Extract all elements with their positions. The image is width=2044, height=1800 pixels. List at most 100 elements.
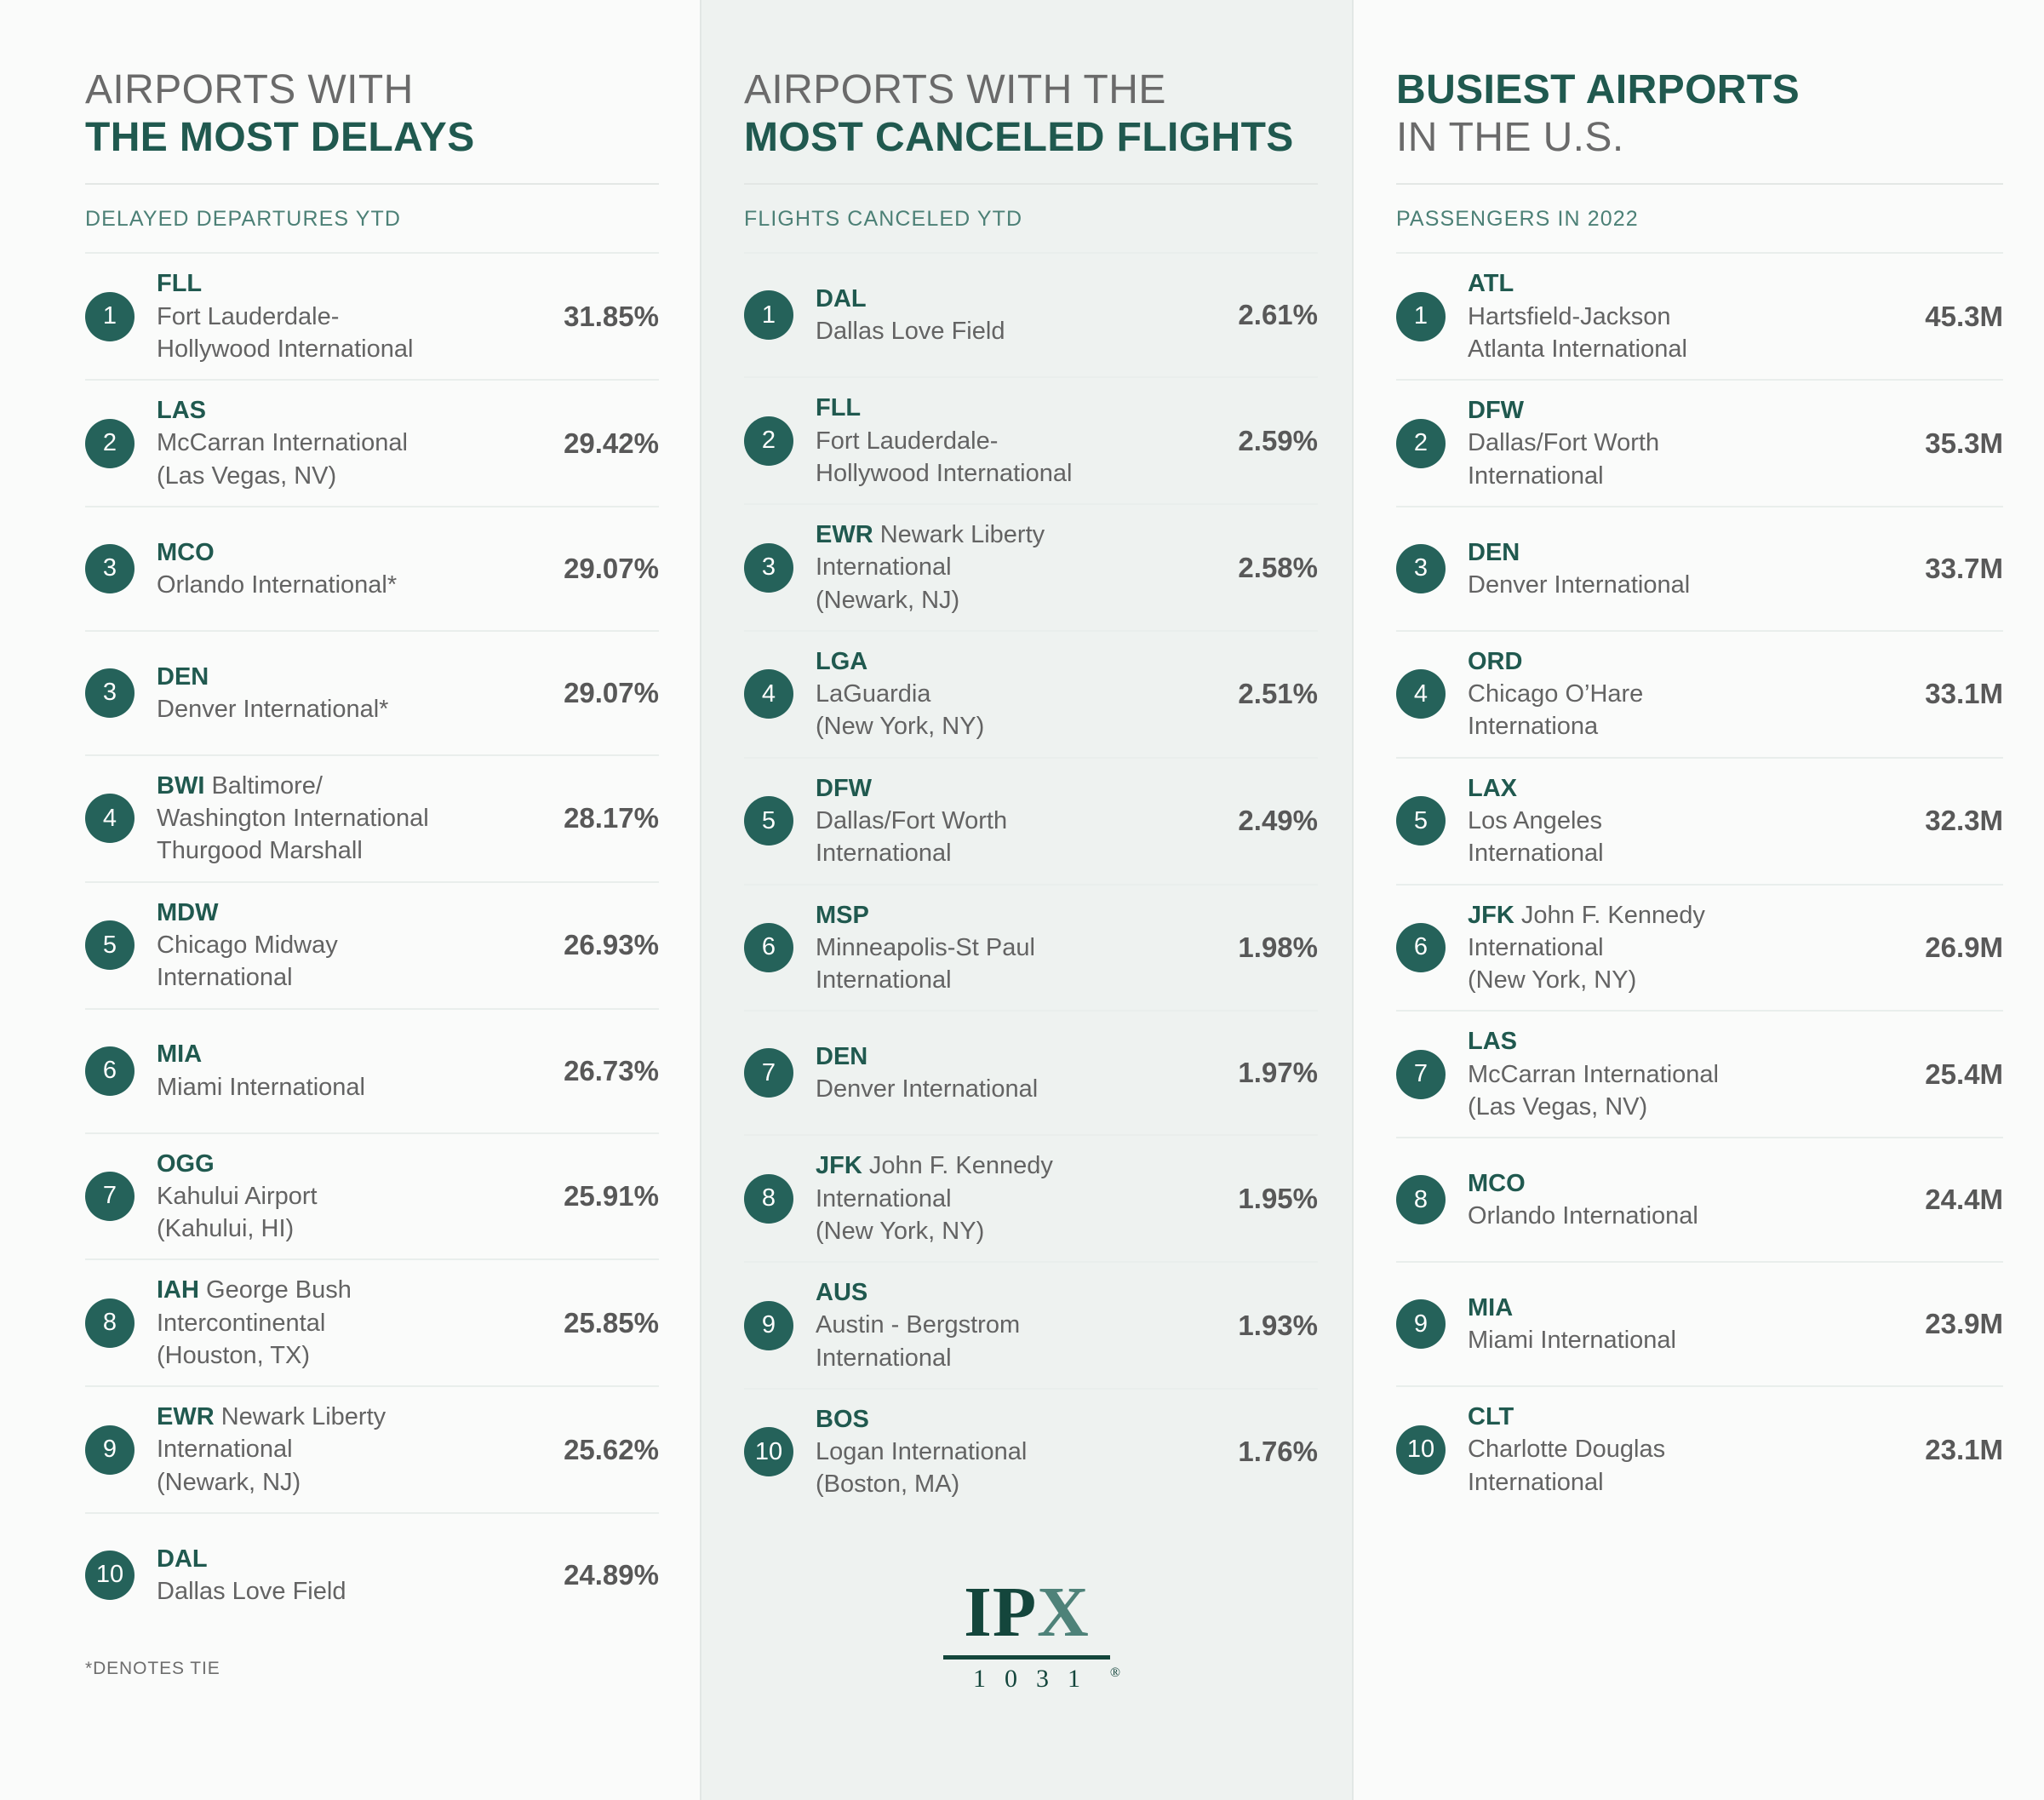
airport-name-line: Intercontinental [157,1309,326,1337]
airport-name-line: Miami International [1468,1327,1676,1355]
metric-value: 33.1M [1925,678,2003,710]
column-subheading: FLIGHTS CANCELED YTD [744,207,1023,232]
rank-badge: 1 [85,291,135,341]
airport-name-block: AUS Austin - Bergstrom International [816,1276,1192,1374]
airport-name-line: LaGuardia [816,680,931,708]
ranking-row: 6 MIA Miami International 26.73% [85,1007,659,1132]
rank-badge: 10 [1396,1425,1446,1475]
airport-name-line: (Kahului, HI) [157,1215,295,1243]
ranking-list-busiest: 1 ATL Hartsfield-Jackson Atlanta Internatio… [1396,252,2003,1512]
airport-name-line: International [816,553,952,582]
metric-value: 1.98% [1238,931,1318,963]
rank-badge: 1 [1396,291,1446,341]
airport-name-line: McCarran International [1468,1060,1719,1088]
metric-value: 35.3M [1925,427,2003,459]
airport-name-line: International [1468,840,1604,868]
ranking-row: 1 FLL Fort Lauderdale- Hollywood Internatio… [85,252,659,379]
logo-1031-text: 1031 [973,1665,1099,1693]
rank-badge: 3 [85,668,135,718]
rank-badge: 9 [744,1300,793,1350]
airport-name-block: FLL Fort Lauderdale- Hollywood Internation… [816,392,1192,490]
airport-name-line: Orlando International* [157,570,398,599]
metric-value: 26.93% [564,929,659,961]
ranking-row: 7 LAS McCarran International (Las Vegas, NV… [1396,1010,2003,1137]
rank-badge: 8 [85,1298,135,1348]
ranking-row: 9 MIA Miami International 23.9M [1396,1261,2003,1385]
rank-badge: 7 [85,1171,135,1221]
ranking-row: 4 LGA LaGuardia (New York, NY) 2.51% [744,629,1318,757]
airport-name-line: Dallas Love Field [816,318,1005,346]
airport-name-block: DEN Denver International [816,1040,1192,1106]
airport-code: LAX [1468,774,1517,802]
airport-name-block: MDW Chicago Midway International [157,897,509,995]
airport-name-line: (New York, NY) [816,1217,985,1245]
airport-code: MIA [1468,1293,1514,1321]
airport-name-block: ORD Chicago O’Hare Internationa [1468,645,1867,743]
airport-name-line: Washington International [157,805,429,833]
rank-badge: 4 [744,669,793,719]
column-most-delays: AIRPORTS WITH THE MOST DELAYS DELAYED DE… [0,0,700,1800]
rank-badge: 9 [85,1425,135,1475]
airport-name-block: DFW Dallas/Fort Worth International [1468,394,1867,492]
metric-value: 26.9M [1925,931,2003,963]
ranking-row: 1 DAL Dallas Love Field 2.61% [744,252,1318,376]
airport-code: DEN [1468,538,1520,566]
airport-name-line: Baltimore/ [211,771,323,800]
ranking-row: 8 MCO Orlando International 24.4M [1396,1137,2003,1261]
airport-name-block: MIA Miami International [157,1038,509,1104]
airport-code: LAS [1468,1028,1517,1056]
airport-name-block: LAX Los Angeles International [1468,772,1867,870]
logo-divider-bar [943,1655,1110,1660]
metric-value: 1.97% [1238,1057,1318,1089]
airport-name-line: Denver International [816,1075,1039,1104]
rank-badge: 2 [85,418,135,468]
metric-value: 25.85% [564,1306,659,1339]
heading-line-2: IN THE U.S. [1396,114,1624,160]
airport-name-block: BWI Baltimore/Washington International Th… [157,770,509,868]
airport-name-block: LAS McCarran International (Las Vegas, NV) [1468,1025,1867,1123]
airport-code: DEN [816,1043,868,1071]
ranking-row: 7 OGG Kahului Airport (Kahului, HI) 25.91% [85,1132,659,1259]
column-busiest-airports: BUSIEST AIRPORTS IN THE U.S. PASSENGERS … [1354,0,2044,1800]
airport-name-line: (New York, NY) [816,713,985,741]
ranking-row: 4 ORD Chicago O’Hare Internationa 33.1M [1396,629,2003,757]
airport-name-line: John F. Kennedy [1520,901,1705,929]
airport-code: ATL [1468,270,1514,298]
airport-name-line: Atlanta International [1468,335,1687,363]
ranking-list-most-canceled: 1 DAL Dallas Love Field 2.61% 2 FLL Fort Laude… [744,252,1318,1514]
airport-code: MCO [157,538,215,566]
airport-name-line: (Newark, NJ) [157,1468,301,1496]
metric-value: 1.95% [1238,1182,1318,1214]
airport-name-line: Newark Liberty [220,1403,386,1431]
airport-name-block: CLT Charlotte Douglas International [1468,1401,1867,1499]
heading-line-1: AIRPORTS WITH THE [744,67,1166,112]
metric-value: 28.17% [564,802,659,834]
airport-code: MDW [157,898,219,926]
heading-line-1: AIRPORTS WITH [85,67,414,112]
airport-name-line: (Boston, MA) [816,1470,960,1499]
airport-name-line: Miami International [157,1073,365,1101]
column-heading: AIRPORTS WITH THE MOST DELAYS [85,0,659,183]
logo-wordmark: IPX [964,1577,1090,1648]
airport-name-line: Dallas/Fort Worth [816,807,1008,834]
metric-value: 33.7M [1925,552,2003,584]
airport-name-line: Fort Lauderdale- [157,302,340,330]
airport-name-line: Chicago Midway [157,932,338,959]
airport-name-line: Chicago O’Hare [1468,680,1644,708]
airport-name-line: McCarran International [157,429,408,457]
airport-code: OGG [157,1149,215,1178]
ranking-row: 3 DEN Denver International 33.7M [1396,505,2003,630]
airport-code: DFW [1468,397,1525,425]
airport-name-line: International [1468,461,1604,490]
metric-value: 2.51% [1238,678,1318,710]
airport-name-block: BOS Logan International (Boston, MA) [816,1403,1192,1501]
metric-value: 2.61% [1238,299,1318,331]
airport-name-line: (Houston, TX) [157,1341,310,1369]
airport-name-line: International [816,966,952,995]
airport-code: BWI [157,771,205,800]
rank-badge: 10 [744,1427,793,1477]
airport-code: CLT [1468,1403,1514,1431]
airport-name-line: Newark Liberty [879,521,1045,549]
heading-divider [1396,183,2003,186]
metric-value: 29.07% [564,676,659,708]
